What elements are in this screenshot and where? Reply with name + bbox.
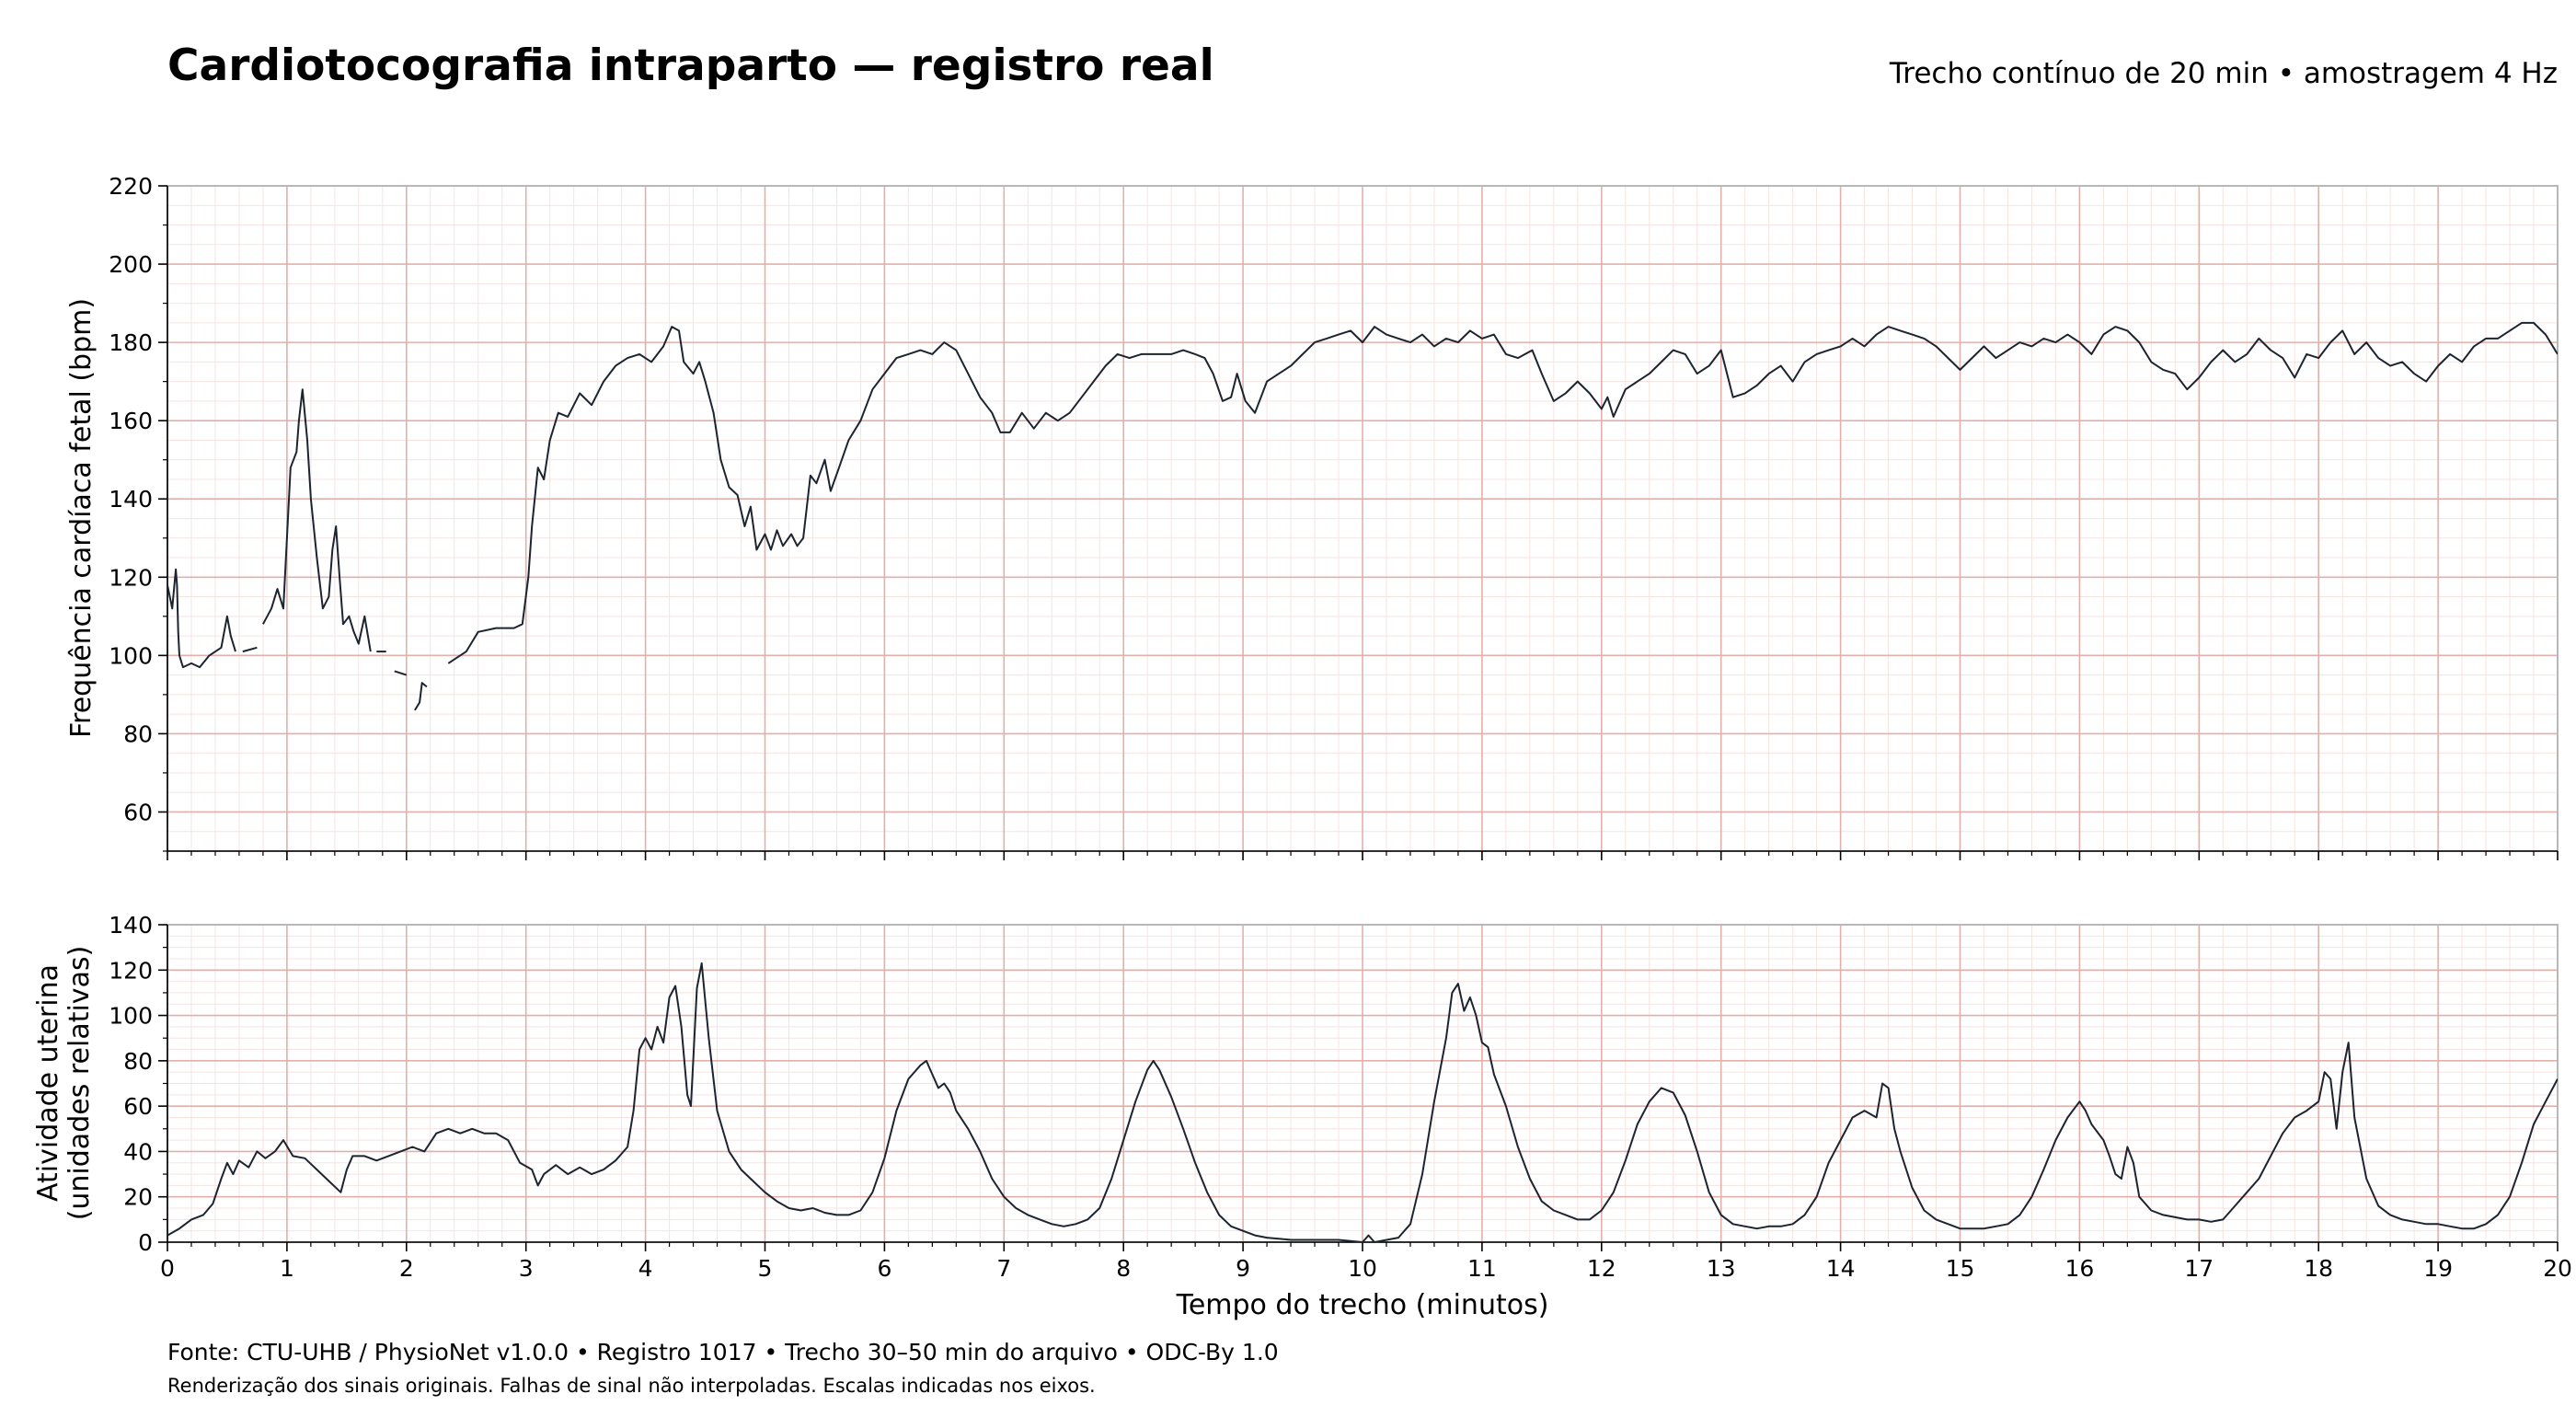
y-tick-label: 20 <box>123 1184 153 1211</box>
fhr-panel: 60 80 100 120 140 160 180 200 220 Frequência card… <box>65 173 2559 860</box>
x-tick-label: 15 <box>1946 1255 1975 1282</box>
x-tick-label: 19 <box>2423 1255 2453 1282</box>
y-tick-label: 120 <box>109 564 153 591</box>
fhr-trace-line <box>414 682 428 711</box>
x-tick-label: 8 <box>1116 1255 1131 1282</box>
x-axis-label: Tempo do trecho (minutos) <box>1176 1289 1549 1321</box>
chart-subtitle: Trecho contínuo de 20 min • amostragem 4… <box>1889 57 2558 90</box>
x-tick-label: 3 <box>519 1255 534 1282</box>
y-tick-label: 80 <box>123 1048 153 1075</box>
y-tick-label: 100 <box>109 1003 153 1030</box>
y-tick-label: 60 <box>123 799 153 825</box>
y-axis-label: Atividade uterina(unidades relativas) <box>32 946 96 1221</box>
fhr-trace-line <box>262 388 372 652</box>
footer-source: Fonte: CTU-UHB / PhysioNet v1.0.0 • Regi… <box>167 1339 1279 1365</box>
x-tick-label: 18 <box>2304 1255 2333 1282</box>
x-tick-label: 14 <box>1826 1255 1856 1282</box>
x-tick-label: 16 <box>2064 1255 2094 1282</box>
y-axis-label-line: (unidades relativas) <box>63 946 96 1221</box>
y-tick-label: 220 <box>109 173 153 200</box>
y-tick-label: 180 <box>109 329 153 356</box>
fhr-trace-line <box>394 670 408 676</box>
footer-note: Renderização dos sinais originais. Falha… <box>167 1375 1096 1397</box>
x-tick-label: 11 <box>1467 1255 1497 1282</box>
y-axis-label: Frequência cardíaca fetal (bpm) <box>65 298 98 738</box>
fhr-trace-line <box>447 321 2558 664</box>
x-tick-label: 2 <box>399 1255 414 1282</box>
y-tick-label: 40 <box>123 1138 153 1165</box>
y-axis-label-line: Atividade uterina <box>32 964 64 1202</box>
x-tick-label: 4 <box>638 1255 653 1282</box>
y-tick-label: 200 <box>109 251 153 278</box>
x-tick-label: 17 <box>2184 1255 2214 1282</box>
toco-trace-line <box>167 962 2558 1243</box>
chart-title: Cardiotocografia intraparto — registro r… <box>167 40 1214 91</box>
x-tick-label: 9 <box>1236 1255 1250 1282</box>
y-tick-label: 140 <box>109 486 153 513</box>
fhr-trace-line <box>242 646 258 653</box>
y-tick-label: 80 <box>123 720 153 747</box>
x-tick-label: 6 <box>877 1255 891 1282</box>
y-tick-label: 60 <box>123 1093 153 1120</box>
y-tick-label: 100 <box>109 642 153 669</box>
y-tick-label: 160 <box>109 408 153 434</box>
x-tick-label: 13 <box>1707 1255 1736 1282</box>
fhr-trace-line <box>167 568 236 669</box>
y-tick-label: 0 <box>138 1229 153 1256</box>
y-axis-label-line: Frequência cardíaca fetal (bpm) <box>65 298 98 738</box>
y-tick-label: 120 <box>109 957 153 984</box>
x-tick-label: 0 <box>160 1255 175 1282</box>
x-tick-label: 7 <box>996 1255 1011 1282</box>
y-tick-label: 140 <box>109 912 153 939</box>
x-tick-label: 12 <box>1587 1255 1616 1282</box>
x-tick-label: 1 <box>280 1255 294 1282</box>
x-tick-label: 20 <box>2543 1255 2572 1282</box>
x-tick-label: 10 <box>1348 1255 1377 1282</box>
x-tick-label: 5 <box>758 1255 773 1282</box>
